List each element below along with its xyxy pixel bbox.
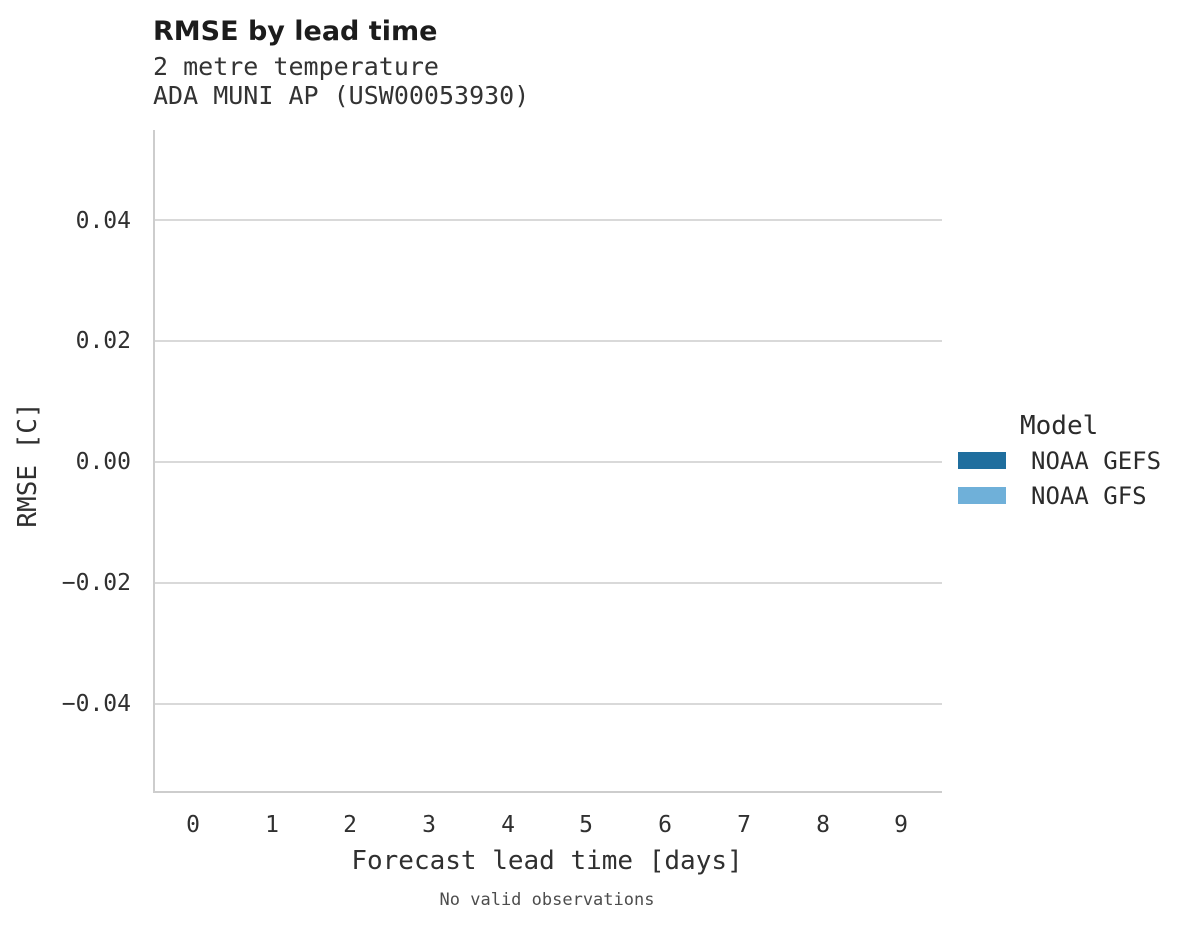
y-tick-label: 0.02 <box>75 328 131 354</box>
legend-entry-label: NOAA GEFS <box>1031 446 1162 475</box>
chart-subtitle-line-1: 2 metre temperature <box>153 52 439 81</box>
x-tick-label: 9 <box>894 812 908 838</box>
y-tick-label: 0.04 <box>75 208 131 234</box>
x-tick-label: 1 <box>265 812 279 838</box>
gridline-y--0.04 <box>155 703 942 705</box>
gridline-y--0.02 <box>155 582 942 584</box>
x-tick-label: 0 <box>186 812 200 838</box>
x-tick-label: 4 <box>501 812 515 838</box>
y-tick-label: −0.04 <box>61 691 131 717</box>
legend-swatch-icon <box>958 487 1006 504</box>
legend-title: Model <box>1020 411 1099 441</box>
legend-entry-noaa-gfs: NOAA GFS <box>956 478 1182 513</box>
gridline-y-0.00 <box>155 461 942 463</box>
y-tick-label: −0.02 <box>61 570 131 596</box>
no-data-note: No valid observations <box>439 890 655 910</box>
x-axis-title: Forecast lead time [days] <box>351 846 743 876</box>
y-tick-label: 0.00 <box>75 449 131 475</box>
legend-entry-noaa-gefs: NOAA GEFS <box>956 443 1182 478</box>
gridline-y-0.04 <box>155 219 942 221</box>
legend: Model NOAA GEFS NOAA GFS <box>956 410 1182 513</box>
chart-title: RMSE by lead time <box>153 16 438 47</box>
x-tick-label: 3 <box>422 812 436 838</box>
x-tick-label: 7 <box>737 812 751 838</box>
plot-area <box>153 130 942 793</box>
x-tick-label: 5 <box>579 812 593 838</box>
y-axis-title: RMSE [C] <box>13 402 43 528</box>
chart-subtitle: 2 metre temperature ADA MUNI AP (USW0005… <box>153 52 529 110</box>
chart-header: RMSE by lead time 2 metre temperature AD… <box>153 16 529 110</box>
chart-subtitle-line-2: ADA MUNI AP (USW00053930) <box>153 81 530 110</box>
gridline-y-0.02 <box>155 340 942 342</box>
x-tick-label: 6 <box>658 812 672 838</box>
x-tick-label: 8 <box>816 812 830 838</box>
legend-swatch-icon <box>958 452 1006 469</box>
legend-entry-label: NOAA GFS <box>1031 481 1147 510</box>
x-tick-label: 2 <box>343 812 357 838</box>
